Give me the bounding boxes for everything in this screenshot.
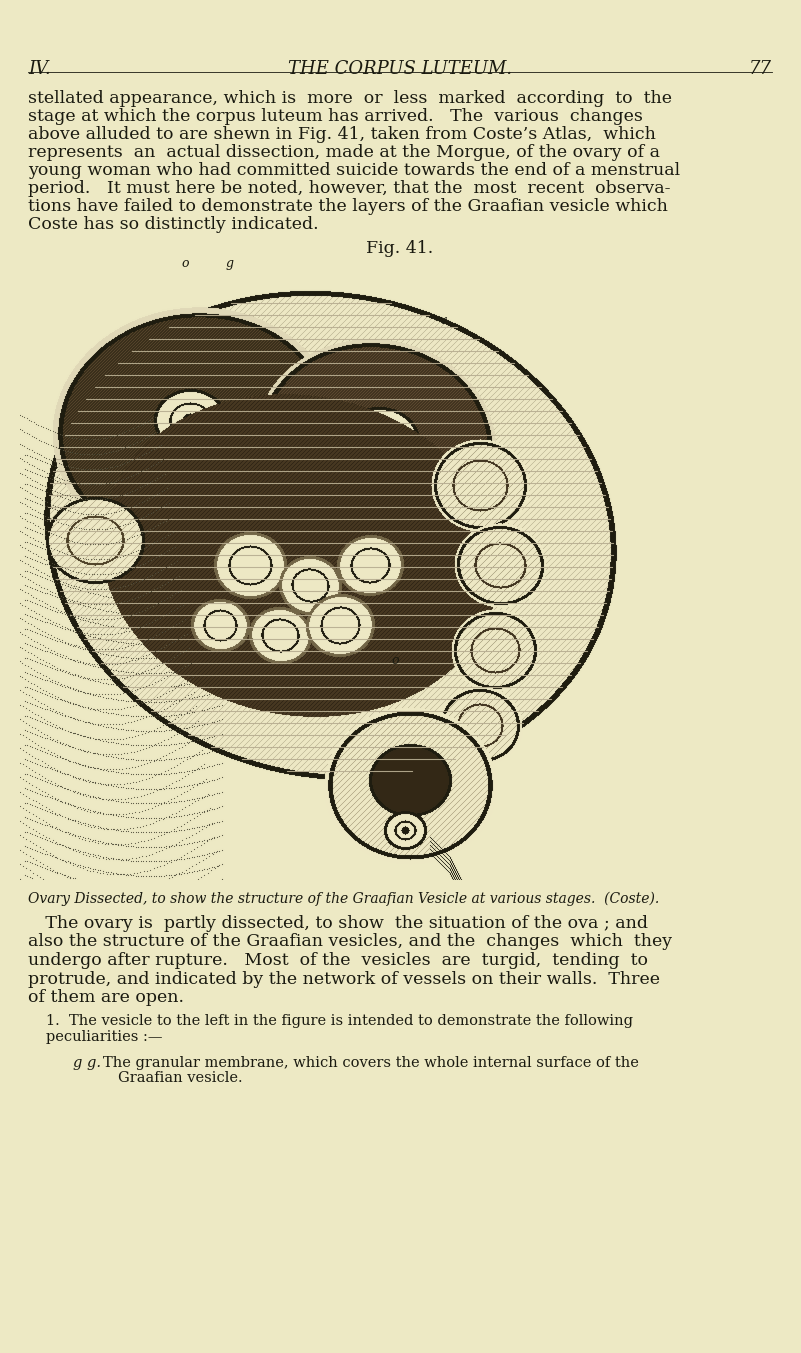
Text: protrude, and indicated by the network of vessels on their walls.  Three: protrude, and indicated by the network o… [28, 970, 660, 988]
Text: 77: 77 [749, 60, 772, 78]
Text: IV.: IV. [28, 60, 50, 78]
Text: Graafian vesicle.: Graafian vesicle. [118, 1072, 243, 1085]
Text: THE CORPUS LUTEUM.: THE CORPUS LUTEUM. [288, 60, 512, 78]
Text: v: v [440, 314, 447, 326]
Text: The ovary is  partly dissected, to show  the situation of the ova ; and: The ovary is partly dissected, to show t… [28, 915, 648, 932]
Text: above alluded to are shewn in Fig. 41, taken from Coste’s Atlas,  which: above alluded to are shewn in Fig. 41, t… [28, 126, 656, 143]
Text: tions have failed to demonstrate the layers of the Graafian vesicle which: tions have failed to demonstrate the lay… [28, 198, 668, 215]
Text: undergo after rupture.   Most  of the  vesicles  are  turgid,  tending  to: undergo after rupture. Most of the vesic… [28, 953, 648, 969]
Text: represents  an  actual dissection, made at the Morgue, of the ovary of a: represents an actual dissection, made at… [28, 143, 660, 161]
Text: stellated appearance, which is  more  or  less  marked  according  to  the: stellated appearance, which is more or l… [28, 91, 672, 107]
Text: peculiarities :—: peculiarities :— [46, 1030, 163, 1043]
Text: stage at which the corpus luteum has arrived.   The  various  changes: stage at which the corpus luteum has arr… [28, 108, 643, 124]
Text: young woman who had committed suicide towards the end of a menstrual: young woman who had committed suicide to… [28, 162, 680, 179]
Text: o: o [181, 257, 189, 271]
Text: of them are open.: of them are open. [28, 989, 184, 1007]
Text: o: o [391, 653, 399, 667]
Text: g g.: g g. [73, 1055, 101, 1069]
Text: g: g [226, 257, 234, 271]
Text: 1.  The vesicle to the left in the figure is intended to demonstrate the followi: 1. The vesicle to the left in the figure… [46, 1013, 633, 1027]
Text: Coste has so distinctly indicated.: Coste has so distinctly indicated. [28, 216, 319, 233]
Text: Fig. 41.: Fig. 41. [366, 239, 433, 257]
Text: The granular membrane, which covers the whole internal surface of the: The granular membrane, which covers the … [103, 1055, 639, 1069]
Text: Ovary Dissected, to show the structure of the Graafian Vesicle at various stages: Ovary Dissected, to show the structure o… [28, 892, 659, 907]
Text: also the structure of the Graafian vesicles, and the  changes  which  they: also the structure of the Graafian vesic… [28, 934, 672, 951]
Text: period.   It must here be noted, however, that the  most  recent  observa-: period. It must here be noted, however, … [28, 180, 670, 198]
